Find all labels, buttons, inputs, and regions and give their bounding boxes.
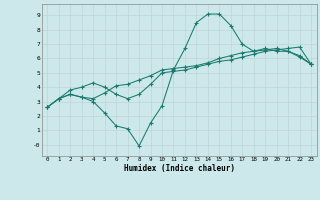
X-axis label: Humidex (Indice chaleur): Humidex (Indice chaleur) bbox=[124, 164, 235, 173]
